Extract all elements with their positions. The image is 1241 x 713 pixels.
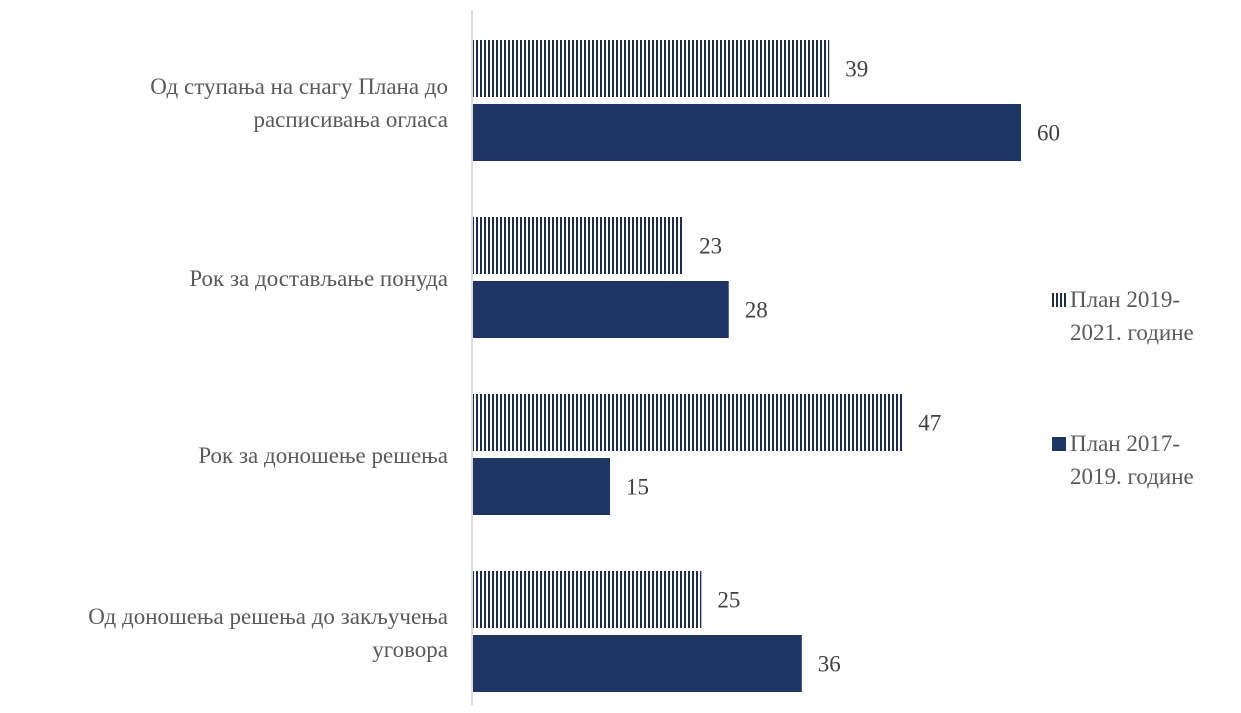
- legend: План 2019- 2021. године: [1052, 283, 1237, 349]
- data-label-plan-2019-2021-3: 25: [717, 588, 740, 613]
- legend-2: План 2017- 2019. године: [1052, 427, 1237, 493]
- data-label-plan-2017-2019-0: 60: [1037, 121, 1060, 146]
- bar-plan-2017-2019-1: [473, 281, 729, 338]
- data-label-plan-2019-2021-0: 39: [845, 57, 868, 82]
- bar-plan-2017-2019-0: [473, 104, 1021, 161]
- category-label-3-line-2: уговора: [372, 637, 448, 662]
- category-label-0-line-2: расписивања огласа: [253, 107, 448, 132]
- category-label-2-line-1: Рок за доношење решења: [198, 443, 448, 468]
- category-label-0: Од ступања на снагу Плана до расписивања…: [0, 70, 448, 136]
- legend-label-line-2: 2021. године: [1070, 320, 1194, 345]
- bar-plan-2019-2021-1: [473, 217, 684, 274]
- striped-swatch-icon: [1052, 293, 1066, 307]
- category-label-1: Рок за достављање понуда: [0, 262, 448, 295]
- legend-item-plan-2017-2019: План 2017- 2019. године: [1052, 427, 1237, 493]
- data-label-plan-2017-2019-2: 15: [626, 475, 649, 500]
- bar-plan-2017-2019-3: [473, 635, 802, 692]
- legend-label-line-1: План 2019-: [1070, 287, 1181, 312]
- category-label-3: Од доношења решења до закључења уговора: [0, 600, 448, 666]
- solid-swatch-icon: [1052, 437, 1066, 451]
- category-label-1-line-1: Рок за достављање понуда: [189, 266, 448, 291]
- data-label-plan-2017-2019-3: 36: [818, 652, 841, 677]
- data-label-plan-2019-2021-2: 47: [918, 411, 941, 436]
- category-label-3-line-1: Од доношења решења до закључења: [88, 604, 448, 629]
- category-label-0-line-1: Од ступања на снагу Плана до: [150, 74, 448, 99]
- category-label-2: Рок за доношење решења: [0, 439, 448, 472]
- bar-plan-2019-2021-3: [473, 571, 702, 628]
- legend-label-line-1: План 2017-: [1070, 431, 1181, 456]
- data-label-plan-2019-2021-1: 23: [699, 234, 722, 259]
- bar-plan-2017-2019-2: [473, 458, 610, 515]
- bar-plan-2019-2021-0: [473, 40, 830, 97]
- legend-label-line-2: 2019. године: [1070, 464, 1194, 489]
- legend-item-plan-2019-2021: План 2019- 2021. године: [1052, 283, 1237, 349]
- bar-plan-2019-2021-2: [473, 394, 903, 451]
- data-label-plan-2017-2019-1: 28: [745, 298, 768, 323]
